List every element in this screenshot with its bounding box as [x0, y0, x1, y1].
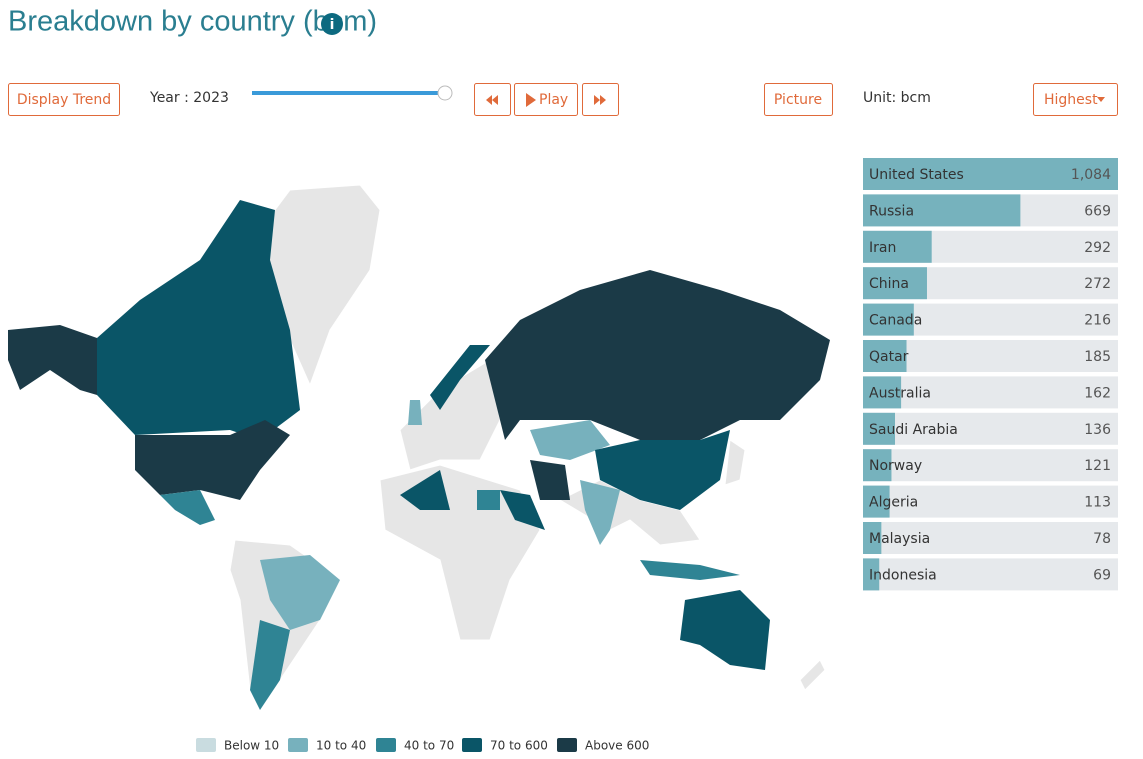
bar	[863, 267, 927, 300]
bar	[863, 412, 895, 445]
country-label: Saudi Arabia	[869, 422, 958, 438]
slider-thumb[interactable]	[437, 85, 453, 101]
value-label: 185	[1084, 349, 1111, 365]
country-label: Indonesia	[869, 567, 937, 583]
bar-track	[863, 412, 1118, 445]
sort-button[interactable]	[1033, 83, 1118, 116]
legend-label: 10 to 40	[316, 739, 366, 753]
button-label: Highest	[1044, 92, 1098, 108]
value-label: 162	[1084, 385, 1111, 401]
value-label: 292	[1084, 240, 1111, 256]
bar	[863, 376, 902, 409]
country-label: Canada	[869, 313, 922, 329]
country-label: Australia	[869, 385, 931, 401]
country-label: United States	[869, 167, 964, 183]
bar	[863, 158, 1118, 190]
info-icon[interactable]: i	[321, 13, 343, 35]
play-button[interactable]	[514, 83, 578, 116]
legend-label: Above 600	[585, 739, 649, 753]
legend-label: 40 to 70	[404, 739, 454, 753]
value-label: 121	[1084, 458, 1111, 474]
legend-label: Below 10	[224, 739, 279, 753]
country-label: Algeria	[869, 495, 918, 511]
country-label: Qatar	[869, 349, 909, 365]
country-label: China	[869, 276, 909, 292]
country-label: Russia	[869, 203, 914, 219]
value-label: 69	[1093, 567, 1111, 583]
value-label: 113	[1084, 495, 1111, 511]
legend-swatch	[196, 738, 216, 752]
bar	[863, 340, 907, 372]
value-label: 78	[1093, 531, 1111, 547]
value-label: 669	[1084, 203, 1111, 219]
bar	[863, 449, 892, 482]
value-label: 136	[1084, 422, 1111, 438]
legend-label: 70 to 600	[490, 739, 548, 753]
bar	[863, 485, 890, 518]
button-label: Picture	[774, 92, 822, 108]
legend-swatch	[376, 738, 396, 752]
value-label: 1,084	[1071, 167, 1111, 183]
bar-track	[863, 558, 1118, 591]
value-label: 216	[1084, 313, 1111, 329]
bar-track	[863, 522, 1118, 554]
unit-label: Unit: bcm	[863, 90, 931, 106]
rewind-button[interactable]	[474, 83, 511, 116]
button-label: Display Trend	[17, 92, 111, 108]
bar-track	[863, 449, 1118, 482]
value-label: 272	[1084, 276, 1111, 292]
legend-swatch	[462, 738, 482, 752]
display-trend-button[interactable]	[8, 83, 120, 116]
bar-track	[863, 485, 1118, 518]
bar	[863, 303, 914, 336]
world-map	[8, 184, 830, 711]
bar	[863, 230, 932, 263]
bar	[863, 194, 1021, 227]
country-label: Norway	[869, 458, 922, 474]
bar	[863, 522, 882, 554]
page-title: Breakdown by country (bcm)	[8, 6, 377, 38]
button-label: Play	[539, 92, 568, 108]
bar-track	[863, 376, 1118, 409]
legend-swatch	[557, 738, 577, 752]
svg-text:i: i	[330, 17, 335, 33]
country-label: Malaysia	[869, 531, 930, 547]
year-label: Year : 2023	[149, 90, 229, 106]
picture-button[interactable]	[764, 83, 833, 116]
bar	[863, 558, 880, 591]
legend-swatch	[288, 738, 308, 752]
country-label: Iran	[869, 240, 896, 256]
